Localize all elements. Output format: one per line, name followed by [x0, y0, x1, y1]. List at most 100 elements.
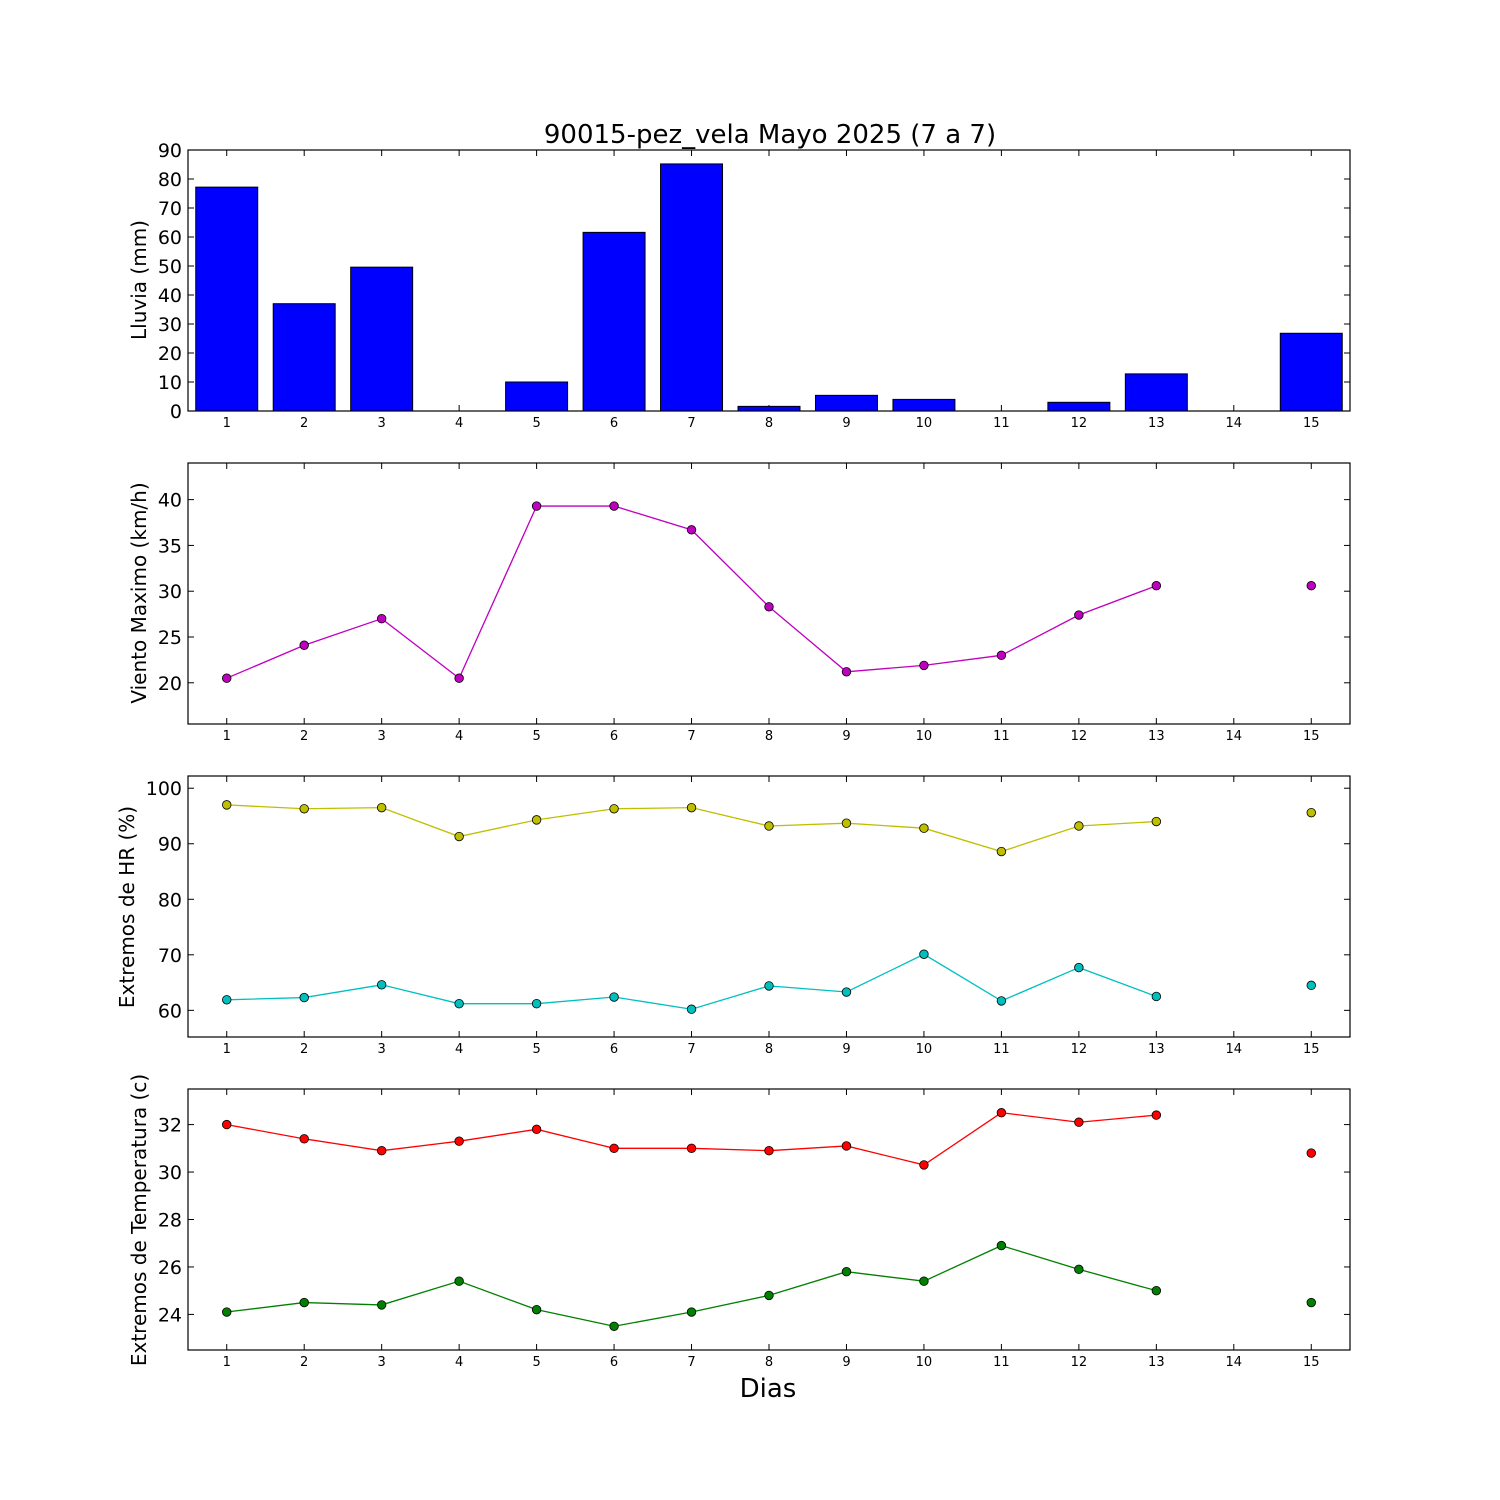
- data-point-hr-0: [376, 802, 387, 813]
- y-tick-label-temp: 24: [158, 1304, 182, 1326]
- y-tick-label-temp: 32: [158, 1115, 182, 1137]
- data-point-hr-0: [609, 804, 619, 814]
- data-point-hr-0: [1306, 807, 1316, 818]
- x-tick-label-lluvia: 14: [1226, 416, 1243, 431]
- y-tick-label-hr: 90: [158, 834, 182, 856]
- y-tick-label-lluvia: 30: [158, 314, 182, 336]
- y-tick-label-lluvia: 60: [158, 227, 182, 249]
- x-tick-label-hr: 6: [610, 1042, 618, 1057]
- x-tick-label-hr: 4: [455, 1042, 463, 1057]
- data-point-hr-1: [764, 981, 774, 991]
- data-point-temp-0: [1151, 1110, 1162, 1120]
- x-tick-label-hr: 10: [916, 1042, 933, 1057]
- x-tick-label-temp: 12: [1071, 1355, 1088, 1370]
- bar-lluvia: [505, 381, 569, 412]
- x-tick-label-lluvia: 13: [1148, 416, 1165, 431]
- y-axis-label-lluvia: Lluvia (mm): [127, 220, 151, 340]
- data-point-viento-0: [1306, 581, 1316, 591]
- data-point-temp-0: [454, 1136, 464, 1146]
- data-point-hr-1: [841, 987, 852, 997]
- y-tick-label-hr: 60: [158, 1000, 182, 1022]
- x-tick-label-viento: 5: [532, 729, 540, 744]
- x-tick-label-temp: 13: [1148, 1355, 1165, 1370]
- y-tick-label-lluvia: 0: [170, 401, 182, 423]
- plot-frame-temp: [187, 1088, 1351, 1351]
- data-point-viento-0: [454, 673, 464, 683]
- x-tick-label-temp: 9: [842, 1355, 850, 1370]
- bar-lluvia: [1047, 401, 1111, 412]
- x-tick-label-hr: 13: [1148, 1042, 1165, 1057]
- data-point-viento-0: [1074, 610, 1084, 620]
- data-point-hr-1: [531, 998, 542, 1009]
- data-point-temp-1: [531, 1304, 542, 1315]
- bar-lluvia: [1124, 373, 1188, 412]
- data-point-hr-1: [609, 992, 619, 1002]
- y-tick-label-viento: 25: [158, 627, 182, 649]
- x-tick-label-lluvia: 12: [1071, 416, 1088, 431]
- y-tick-label-viento: 30: [158, 581, 182, 603]
- data-point-hr-1: [686, 1004, 697, 1014]
- x-tick-label-temp: 1: [223, 1355, 231, 1370]
- data-point-temp-0: [222, 1119, 232, 1130]
- data-point-temp-1: [764, 1290, 774, 1301]
- x-tick-label-temp: 6: [610, 1355, 618, 1370]
- data-point-temp-1: [841, 1266, 852, 1277]
- x-tick-label-hr: 9: [842, 1042, 850, 1057]
- x-tick-label-viento: 6: [610, 729, 618, 744]
- plot-frame-viento: [187, 462, 1351, 725]
- y-tick-label-lluvia: 80: [158, 169, 182, 191]
- data-point-hr-0: [686, 802, 697, 813]
- x-tick-label-temp: 11: [993, 1355, 1010, 1370]
- data-point-temp-1: [376, 1300, 387, 1310]
- x-tick-label-lluvia: 7: [687, 416, 695, 431]
- x-tick-label-hr: 3: [378, 1042, 386, 1057]
- data-point-hr-1: [996, 996, 1007, 1006]
- y-axis-label-viento: Viento Maximo (km/h): [127, 482, 151, 703]
- y-tick-label-hr: 100: [146, 778, 182, 800]
- x-tick-label-lluvia: 6: [610, 416, 618, 431]
- data-point-temp-0: [841, 1141, 852, 1151]
- data-point-hr-1: [919, 949, 929, 959]
- y-tick-label-hr: 70: [158, 945, 182, 967]
- data-point-viento-0: [686, 525, 697, 535]
- data-point-hr-1: [1151, 991, 1162, 1002]
- x-tick-label-viento: 15: [1303, 729, 1320, 744]
- data-point-hr-1: [376, 980, 387, 990]
- data-point-viento-0: [919, 660, 929, 671]
- data-point-temp-1: [919, 1276, 929, 1286]
- x-tick-label-viento: 3: [378, 729, 386, 744]
- x-tick-label-lluvia: 2: [300, 416, 308, 431]
- x-tick-label-temp: 8: [765, 1355, 773, 1370]
- data-point-temp-0: [764, 1145, 774, 1156]
- series-line-temp-0: [226, 1112, 1157, 1166]
- data-point-hr-0: [996, 846, 1007, 857]
- x-tick-label-viento: 7: [687, 729, 695, 744]
- data-point-hr-1: [1074, 962, 1084, 973]
- x-tick-label-hr: 14: [1226, 1042, 1243, 1057]
- x-tick-label-viento: 10: [916, 729, 933, 744]
- x-tick-label-temp: 4: [455, 1355, 463, 1370]
- x-tick-label-lluvia: 3: [378, 416, 386, 431]
- data-point-hr-0: [1074, 821, 1084, 831]
- x-tick-label-lluvia: 4: [455, 416, 463, 431]
- data-point-hr-0: [764, 821, 774, 831]
- y-tick-label-lluvia: 20: [158, 343, 182, 365]
- data-point-temp-0: [1306, 1148, 1316, 1158]
- y-tick-label-viento: 35: [158, 535, 182, 557]
- x-tick-label-viento: 1: [223, 729, 231, 744]
- data-point-temp-0: [531, 1124, 542, 1135]
- x-tick-label-viento: 13: [1148, 729, 1165, 744]
- x-tick-label-hr: 11: [993, 1042, 1010, 1057]
- y-axis-label-temp: Extremos de Temperatura (c): [127, 1074, 151, 1366]
- data-point-temp-0: [686, 1143, 697, 1154]
- data-point-temp-1: [996, 1240, 1007, 1251]
- x-tick-label-lluvia: 10: [916, 416, 933, 431]
- y-tick-label-lluvia: 90: [158, 140, 182, 162]
- x-tick-label-hr: 8: [765, 1042, 773, 1057]
- x-tick-label-hr: 15: [1303, 1042, 1320, 1057]
- bar-lluvia: [1279, 332, 1343, 412]
- data-point-temp-0: [1074, 1117, 1084, 1127]
- data-point-temp-1: [454, 1276, 464, 1286]
- x-tick-label-hr: 5: [532, 1042, 540, 1057]
